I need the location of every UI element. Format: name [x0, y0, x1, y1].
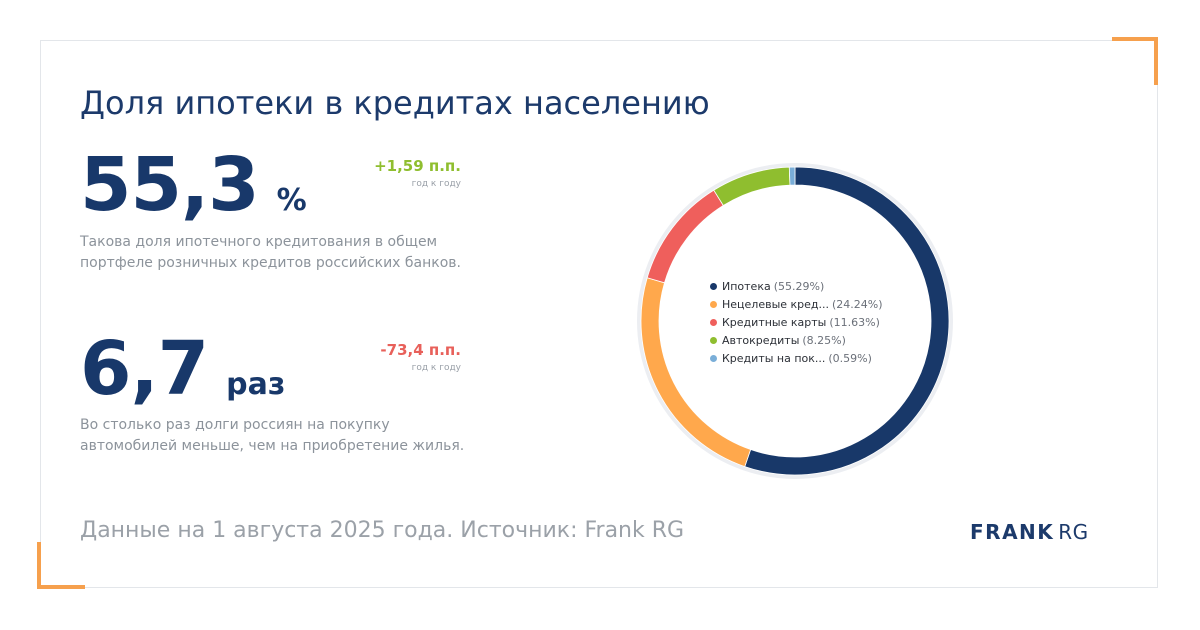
stat-mortgage-share-value: 55,3: [80, 142, 260, 228]
stat-mortgage-share-description: Такова доля ипотечного кредитования в об…: [80, 234, 461, 271]
legend-pct-1: (24.24%): [832, 298, 883, 311]
legend-dot-2: [710, 318, 717, 326]
legend-dot-0: [710, 282, 717, 290]
legend-pct-3: (8.25%): [802, 334, 846, 347]
stat-mortgage-share-change-value: +1,59 п.п.: [374, 157, 461, 175]
stat-mortgage-share-change: +1,59 п.п. год к году: [374, 157, 461, 189]
legend-label-3: Автокредиты: [722, 334, 800, 347]
legend-item-0: Ипотека (55.29%): [710, 278, 883, 296]
legend-item-4: Кредиты на пок... (0.59%): [710, 350, 883, 368]
legend-item-3: Автокредиты (8.25%): [710, 332, 883, 350]
legend-label-0: Ипотека: [722, 280, 771, 293]
logo-light-text: RG: [1058, 520, 1089, 544]
legend-label-1: Нецелевые кред...: [722, 298, 830, 311]
legend-label-4: Кредиты на пок...: [722, 352, 826, 365]
legend-pct-0: (55.29%): [773, 280, 825, 293]
stat-ratio-change-note: год к году: [411, 363, 461, 373]
stat-mortgage-share: 55,3%: [80, 142, 307, 228]
donut-slice-3: [713, 166, 791, 206]
legend-pct-2: (11.63%): [829, 316, 880, 329]
donut-slice-4: [788, 166, 796, 186]
donut-halo: [637, 163, 953, 479]
stat-ratio-value: 6,7: [80, 326, 209, 412]
card-frame: [40, 40, 1158, 588]
page-title: Доля ипотеки в кредитах населению: [80, 84, 710, 122]
stat-mortgage-share-unit: %: [276, 183, 307, 218]
legend-dot-3: [710, 336, 717, 344]
legend-label-2: Кредитные карты: [722, 316, 827, 329]
legend-dot-1: [710, 300, 717, 308]
legend-dot-4: [710, 354, 717, 362]
corner-accent-top-right: [1112, 37, 1158, 85]
corner-accent-bottom-left: [37, 542, 85, 589]
stat-ratio-change: -73,4 п.п. год к году: [380, 341, 461, 373]
logo-bold-text: FRANK: [970, 520, 1055, 544]
stat-ratio: 6,7 раз: [80, 326, 285, 412]
stat-ratio-unit: раз: [226, 367, 286, 402]
stat-mortgage-share-change-note: год к году: [411, 179, 461, 189]
frank-rg-logo: FRANK RG: [970, 520, 1089, 544]
stat-ratio-change-value: -73,4 п.п.: [380, 341, 461, 359]
legend-item-1: Нецелевые кред... (24.24%): [710, 296, 883, 314]
donut-chart: [637, 163, 953, 479]
chart-legend: Ипотека (55.29%) Нецелевые кред... (24.24%)…: [710, 278, 883, 368]
legend-pct-4: (0.59%): [828, 352, 872, 365]
donut-slice-2: [646, 189, 724, 284]
legend-item-2: Кредитные карты (11.63%): [710, 314, 883, 332]
footer-source: Данные на 1 августа 2025 года. Источник:…: [80, 518, 685, 543]
stat-ratio-description: Во столько раз долги россиян на покупку …: [80, 417, 465, 454]
